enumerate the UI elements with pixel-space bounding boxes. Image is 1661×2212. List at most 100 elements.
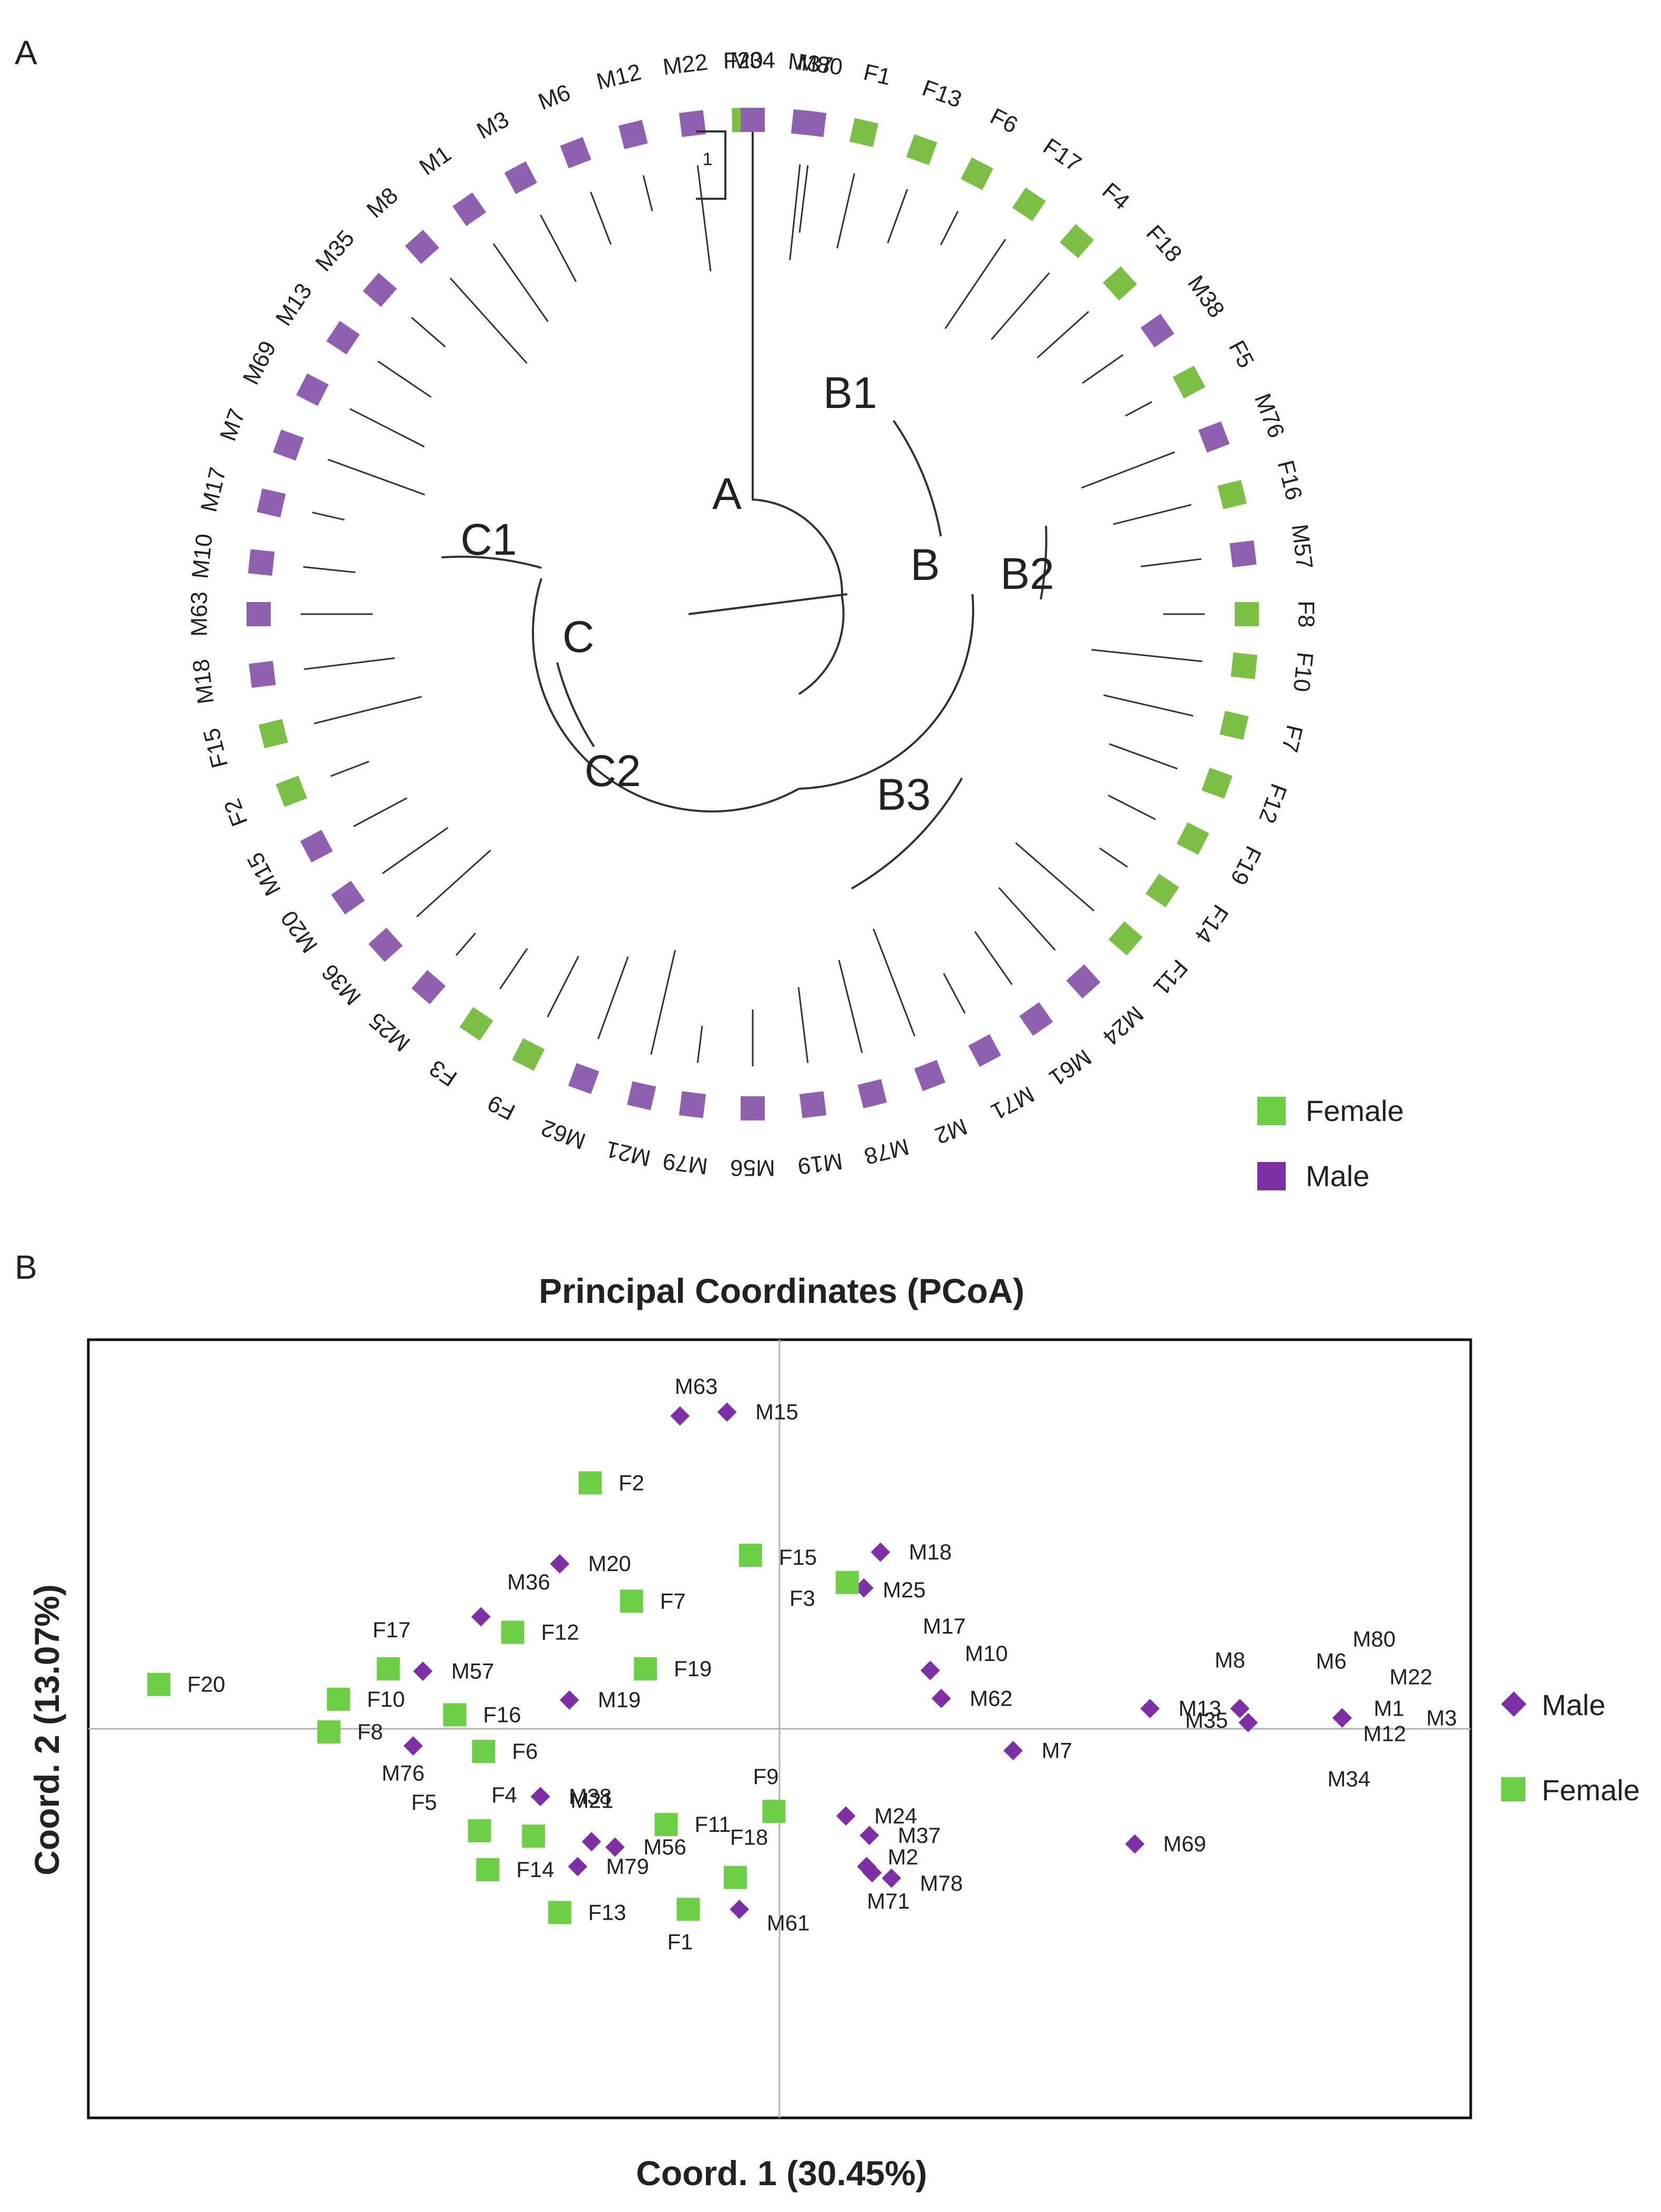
tip-branch-m21: [650, 950, 676, 1055]
tip-label-m37: M37: [787, 48, 834, 79]
point-label-f14: F14: [516, 1857, 554, 1882]
tip-marker-m24: [1066, 964, 1101, 999]
clade-c2-arc: [556, 662, 595, 748]
tip-branch-m37: [789, 164, 801, 260]
tip-marker-m22: [679, 110, 706, 137]
tip-marker-m78: [857, 1079, 887, 1108]
point-f14: [476, 1858, 500, 1881]
tip-label-f5: F5: [1224, 337, 1259, 372]
tip-branch-f7: [1103, 694, 1194, 717]
point-f20: [147, 1673, 171, 1696]
tip-branch-m13: [377, 360, 432, 398]
point-label-f13: F13: [588, 1900, 626, 1924]
point-f13: [548, 1901, 571, 1924]
point-m25: [854, 1578, 874, 1598]
tip-marker-m1: [452, 192, 486, 227]
point-m38: [530, 1787, 550, 1807]
point-label-f1: F1: [667, 1929, 693, 1954]
point-m62: [931, 1688, 951, 1708]
point-label-f2: F2: [619, 1470, 644, 1495]
tip-label-m22: M22: [661, 49, 709, 80]
tip-label-f20: F20: [723, 47, 763, 74]
tip-marker-m8: [405, 229, 439, 264]
point-m20: [550, 1554, 570, 1574]
dendrogram-branches: [441, 121, 1048, 890]
tip-label-m63: M63: [187, 592, 212, 637]
tip-label-m80: M80: [796, 49, 844, 80]
tip-label-m36: M36: [317, 959, 366, 1010]
tip-label-m79: M79: [661, 1148, 709, 1179]
tip-marker-f8: [1235, 602, 1259, 626]
point-m35: [1238, 1712, 1258, 1732]
legend-a-male-swatch: [1257, 1162, 1286, 1190]
tip-marker-f15: [259, 719, 288, 749]
tip-label-m8: M8: [362, 182, 403, 223]
clade-label-b2: B2: [1000, 549, 1054, 598]
tip-branch-m19: [797, 987, 809, 1063]
clade-label-c2: C2: [585, 746, 641, 796]
tip-marker-f11: [1108, 921, 1143, 956]
point-m76: [403, 1736, 423, 1756]
point-m71: [862, 1863, 882, 1883]
legend-b: Male Female: [1501, 1688, 1640, 1807]
legend-a-male-label: Male: [1306, 1159, 1369, 1192]
point-m78: [881, 1868, 901, 1888]
point-m34: [1332, 1708, 1352, 1728]
tip-marker-m15: [300, 830, 333, 863]
point-label-m19: M19: [598, 1687, 641, 1712]
tip-branch-f11: [1015, 842, 1095, 912]
tip-marker-f19: [1176, 822, 1209, 855]
point-f16: [443, 1703, 466, 1727]
clade-c1-arc: [441, 555, 542, 569]
tip-label-m38: M38: [1183, 271, 1229, 322]
tip-marker-m2: [914, 1059, 946, 1092]
tip-marker-f12: [1201, 768, 1233, 799]
point-m69: [1125, 1834, 1145, 1854]
tip-branch-m57: [1141, 558, 1202, 567]
tip-branch-m2: [873, 928, 916, 1037]
root-stem: [688, 593, 848, 615]
tip-label-f18: F18: [1141, 220, 1187, 267]
tip-branch-m10: [303, 566, 356, 574]
point-label-m17: M17: [923, 1614, 966, 1638]
tip-label-m20: M20: [276, 906, 323, 957]
tip-label-m61: M61: [1044, 1044, 1096, 1091]
legend-b-female-label: Female: [1542, 1773, 1640, 1807]
tip-marker-f4: [1060, 224, 1094, 259]
tip-label-m2: M2: [931, 1113, 971, 1149]
tip-marker-f16: [1217, 480, 1247, 509]
point-f11: [654, 1813, 678, 1837]
panel-label-a: A: [15, 34, 37, 72]
tip-marker-m76: [1198, 421, 1230, 453]
point-m79: [568, 1857, 588, 1877]
point-label-f11: F11: [694, 1812, 731, 1837]
tip-marker-m20: [331, 881, 365, 915]
point-label-m57: M57: [451, 1658, 494, 1683]
point-m61: [730, 1899, 750, 1919]
tip-branch-m3: [539, 214, 577, 282]
point-f10: [327, 1687, 351, 1711]
y-axis-label: Coord. 2 (13.07%): [27, 1584, 66, 1875]
point-label-f8: F8: [357, 1719, 383, 1744]
tip-marker-m61: [1019, 1002, 1053, 1036]
clade-label-b: B: [910, 540, 940, 589]
tip-branch-m36: [416, 849, 491, 918]
point-f15: [739, 1543, 762, 1567]
point-m63: [670, 1406, 690, 1426]
tip-branch-m80: [798, 165, 809, 233]
tip-branch-m79: [696, 1025, 703, 1063]
point-label-m71: M71: [867, 1889, 910, 1913]
tip-branch-f16: [1113, 504, 1192, 525]
tip-label-m78: M78: [862, 1133, 911, 1169]
tip-marker-m3: [504, 161, 537, 195]
point-m21: [581, 1832, 601, 1851]
tip-label-m15: M15: [242, 848, 286, 900]
tip-marker-m19: [799, 1091, 827, 1118]
tip-branch-m20: [382, 827, 448, 874]
point-label-m78: M78: [920, 1871, 963, 1895]
tip-marker-m6: [560, 137, 591, 169]
tip-marker-f14: [1145, 873, 1180, 908]
tip-label-m71: M71: [987, 1081, 1039, 1125]
tip-marker-m35: [363, 272, 397, 307]
